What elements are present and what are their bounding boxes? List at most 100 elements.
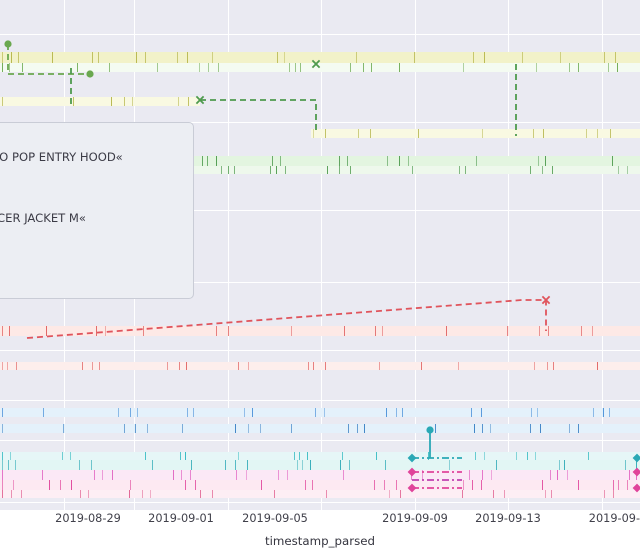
timeline-band-band-yellow-3 bbox=[311, 129, 640, 138]
event-tick bbox=[507, 326, 509, 336]
event-tick bbox=[130, 480, 132, 490]
timeline-band-band-greenwhite-1 bbox=[0, 63, 640, 72]
event-tick bbox=[180, 452, 182, 460]
event-tick bbox=[615, 52, 617, 63]
event-tick bbox=[302, 460, 304, 470]
event-tick bbox=[181, 470, 183, 480]
timeline-band-band-yellow-2 bbox=[0, 97, 200, 106]
event-tick bbox=[216, 156, 218, 166]
event-tick bbox=[540, 424, 542, 433]
tooltip-line: (hellblau) bbox=[0, 193, 183, 209]
event-tick bbox=[22, 63, 24, 72]
product-label-box[interactable]: aight Legs»VINTAGE LOGO POP ENTRY HOOD« a… bbox=[0, 122, 194, 300]
event-tick bbox=[414, 52, 416, 63]
event-tick bbox=[491, 470, 493, 480]
tooltip-line: aight Legs bbox=[0, 133, 183, 149]
band-ticks bbox=[0, 424, 640, 433]
event-tick bbox=[111, 97, 113, 106]
tooltip-line: »VINTAGE LOGO POP ENTRY HOOD« bbox=[0, 150, 123, 165]
x-tick-label: 2019-09-01 bbox=[148, 512, 214, 525]
event-tick bbox=[173, 470, 175, 480]
event-tick bbox=[300, 63, 302, 72]
marker-magenta-diamond-left-2 bbox=[407, 483, 417, 493]
event-tick bbox=[299, 452, 301, 460]
event-tick bbox=[18, 52, 20, 63]
event-tick bbox=[593, 408, 595, 417]
marker-red-x bbox=[541, 295, 551, 305]
event-tick bbox=[387, 156, 389, 166]
event-tick bbox=[530, 166, 532, 174]
event-tick bbox=[578, 480, 580, 490]
event-tick bbox=[473, 52, 475, 63]
event-tick bbox=[274, 490, 276, 498]
event-tick bbox=[586, 129, 588, 138]
event-tick bbox=[527, 452, 529, 460]
event-tick bbox=[548, 326, 550, 336]
event-tick bbox=[627, 166, 629, 174]
event-tick bbox=[609, 408, 611, 417]
event-tick bbox=[188, 97, 190, 106]
x-tick-label: 2019-08-29 bbox=[55, 512, 121, 525]
event-tick bbox=[228, 166, 230, 174]
event-tick bbox=[348, 424, 350, 433]
timeline-band-band-blue-2 bbox=[0, 424, 640, 433]
event-tick bbox=[550, 470, 552, 480]
event-tick bbox=[2, 424, 4, 433]
event-tick bbox=[294, 452, 296, 460]
band-ticks bbox=[0, 63, 640, 72]
event-tick bbox=[92, 362, 94, 370]
event-tick bbox=[221, 166, 223, 174]
event-tick bbox=[261, 480, 263, 490]
event-tick bbox=[185, 480, 187, 490]
event-tick bbox=[143, 326, 145, 336]
event-tick bbox=[228, 326, 230, 336]
event-tick bbox=[10, 452, 12, 460]
event-tick bbox=[199, 63, 201, 72]
event-tick bbox=[2, 490, 4, 498]
event-tick bbox=[152, 460, 154, 470]
event-tick bbox=[193, 408, 195, 417]
event-tick bbox=[252, 408, 254, 417]
event-tick bbox=[603, 408, 605, 417]
event-tick bbox=[260, 424, 262, 433]
event-tick bbox=[435, 424, 437, 433]
event-tick bbox=[235, 460, 237, 470]
event-tick bbox=[538, 156, 540, 166]
event-tick bbox=[325, 362, 327, 370]
event-tick bbox=[216, 326, 218, 336]
timeline-band-band-cyan-1 bbox=[0, 452, 640, 460]
event-tick bbox=[557, 470, 559, 480]
event-tick bbox=[235, 424, 237, 433]
event-tick bbox=[449, 460, 451, 470]
event-tick bbox=[244, 408, 246, 417]
event-tick bbox=[462, 490, 464, 498]
timeline-band-band-pink-1 bbox=[0, 326, 640, 336]
event-tick bbox=[208, 63, 210, 72]
horizontal-gridline-1 bbox=[0, 122, 640, 124]
event-tick bbox=[375, 326, 377, 336]
tooltip-spacer bbox=[0, 226, 183, 237]
event-tick bbox=[212, 490, 214, 498]
event-tick bbox=[289, 63, 291, 72]
event-tick bbox=[236, 470, 238, 480]
event-tick bbox=[592, 326, 594, 336]
event-tick bbox=[315, 408, 317, 417]
event-tick bbox=[238, 452, 240, 460]
event-tick bbox=[2, 97, 4, 106]
horizontal-gridline-0 bbox=[0, 34, 640, 36]
band-ticks bbox=[0, 97, 200, 106]
event-tick bbox=[463, 480, 465, 490]
marker-cyan-dot-top bbox=[426, 426, 434, 434]
band-ticks bbox=[0, 460, 640, 470]
event-tick bbox=[94, 470, 96, 480]
event-tick bbox=[310, 460, 312, 470]
event-tick bbox=[567, 470, 569, 480]
event-tick bbox=[291, 424, 293, 433]
marker-green-x-2 bbox=[311, 59, 321, 69]
event-tick bbox=[613, 480, 615, 490]
horizontal-gridline-5 bbox=[0, 400, 640, 402]
event-tick bbox=[553, 362, 555, 370]
event-tick bbox=[604, 52, 606, 63]
event-tick bbox=[52, 52, 54, 63]
event-tick bbox=[248, 424, 250, 433]
